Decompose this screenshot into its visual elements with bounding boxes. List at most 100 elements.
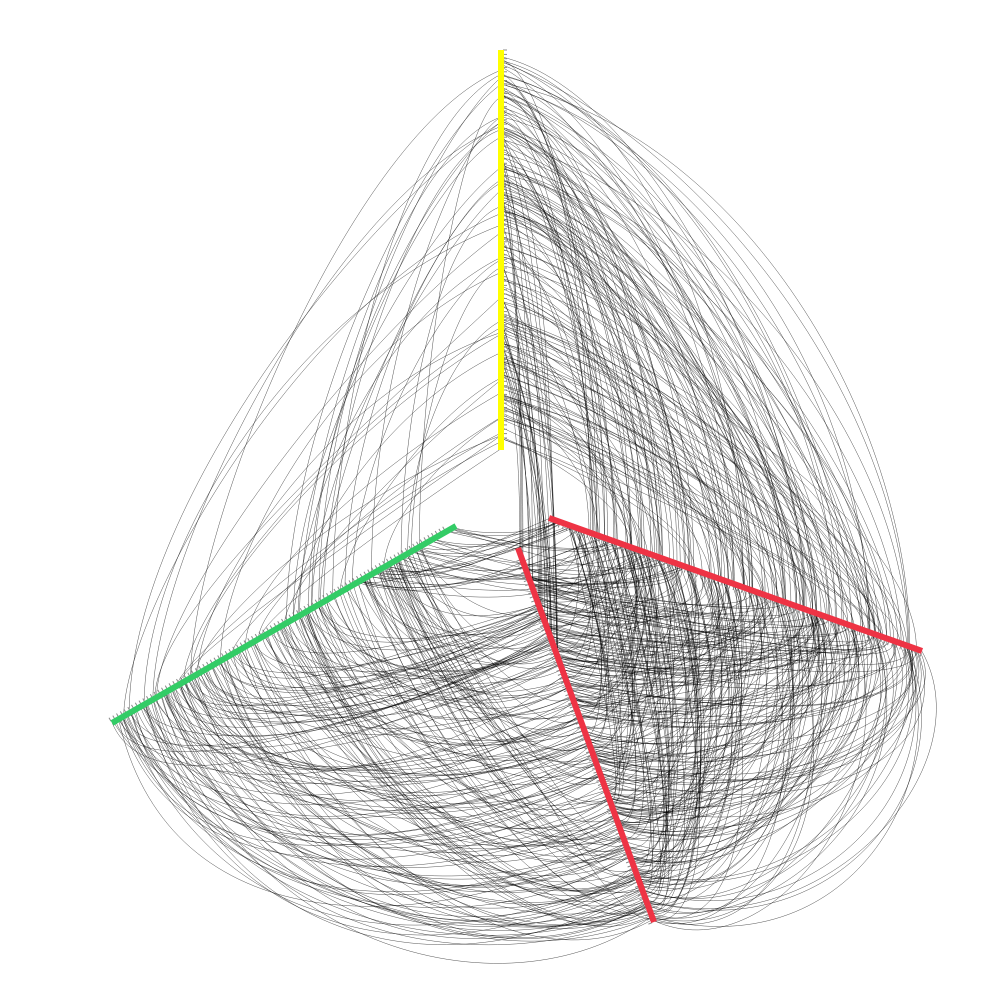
edge-axis-left-axis-right-upper-12 xyxy=(432,538,657,572)
edge-axis-left-axis-right-lower-145 xyxy=(236,651,613,830)
edge-axis-top-axis-right-lower-0 xyxy=(500,297,542,611)
edge-axis-left-axis-right-lower-33 xyxy=(250,643,616,846)
edge-axis-top-axis-left-28 xyxy=(323,129,502,602)
edge-axis-left-axis-right-lower-56 xyxy=(150,700,590,817)
edge-axis-left-axis-right-upper-3 xyxy=(453,521,561,533)
edge-axis-left-axis-right-upper-23 xyxy=(392,561,686,586)
edge-axis-left-axis-right-lower-150 xyxy=(320,603,567,704)
edge-axis-left-axis-right-lower-170 xyxy=(283,624,583,757)
edge-axis-left-axis-right-upper-29 xyxy=(451,528,618,549)
edge-axis-right-upper-axis-right-lower-306 xyxy=(606,629,868,808)
edge-axis-top-axis-left-25 xyxy=(407,320,502,554)
axis-left xyxy=(110,523,458,726)
edge-axis-top-axis-left-31 xyxy=(128,121,502,714)
edge-axis-left-axis-right-upper-21 xyxy=(383,526,575,572)
edge-axis-top-axis-right-upper-61 xyxy=(500,405,648,554)
edge-axis-top-axis-right-upper-18 xyxy=(500,320,876,635)
edge-axis-top-axis-right-upper-40 xyxy=(500,328,863,630)
edge-axis-left-axis-right-lower-176 xyxy=(397,559,631,860)
edge-axis-left-axis-right-lower-87 xyxy=(415,549,573,702)
edge-axis-left-axis-right-lower-0 xyxy=(363,578,543,636)
edge-axis-left-axis-right-upper-0 xyxy=(386,544,625,580)
edge-axis-left-axis-right-lower-119 xyxy=(178,684,580,771)
edge-axis-top-axis-right-upper-101 xyxy=(500,164,830,619)
edge-axis-top-axis-right-lower-1 xyxy=(500,261,543,615)
edge-axis-right-upper-axis-right-lower-26 xyxy=(609,539,667,874)
edge-axis-top-axis-left-36 xyxy=(179,435,502,685)
edge-axis-top-axis-right-upper-82 xyxy=(500,296,744,588)
edge-axis-left-axis-right-lower-124 xyxy=(142,641,553,737)
edge-axis-right-upper-axis-right-lower-152 xyxy=(646,552,700,921)
edge-axis-left-axis-right-lower-113 xyxy=(395,560,637,878)
edge-axis-left-axis-right-upper-17 xyxy=(376,526,574,576)
edge-axis-top-axis-right-upper-13 xyxy=(500,181,685,567)
edge-axis-top-axis-right-upper-155 xyxy=(500,287,801,608)
edge-axis-top-axis-right-upper-50 xyxy=(500,61,813,613)
edge-axis-right-upper-axis-right-lower-282 xyxy=(601,536,633,791)
edge-axis-top-axis-right-lower-21 xyxy=(500,168,524,562)
edge-axis-top-axis-left-27 xyxy=(245,392,502,647)
edge-axis-left-axis-right-lower-217 xyxy=(118,719,626,907)
edge-axis-top-axis-right-upper-139 xyxy=(500,106,655,556)
edge-axis-top-axis-right-upper-33 xyxy=(500,167,798,607)
edge-axis-left-axis-right-lower-163 xyxy=(317,604,542,639)
edge-axis-top-axis-right-upper-55 xyxy=(500,180,754,591)
edge-axis-top-axis-right-lower-17 xyxy=(500,155,533,588)
edge-axis-right-upper-axis-right-lower-162 xyxy=(605,624,857,802)
edge-axis-top-axis-left-18 xyxy=(320,179,502,604)
edge-axis-top-axis-left-38 xyxy=(176,432,502,686)
edge-axis-top-axis-right-upper-124 xyxy=(500,418,882,637)
edge-axis-top-axis-right-upper-38 xyxy=(500,179,888,639)
edge-axis-top-axis-left-34 xyxy=(371,116,502,575)
edge-axis-right-upper-axis-right-lower-274 xyxy=(533,591,874,643)
edge-axis-top-axis-right-lower-8 xyxy=(500,344,552,641)
edge-axis-top-axis-right-upper-152 xyxy=(500,218,681,565)
edge-axis-left-axis-right-lower-27 xyxy=(310,609,627,856)
edge-axis-right-upper-axis-right-lower-257 xyxy=(614,633,877,821)
edge-axis-top-axis-left-11 xyxy=(308,136,502,611)
edge-axis-top-axis-right-upper-112 xyxy=(500,131,686,567)
edge-axis-right-upper-axis-right-lower-36 xyxy=(611,603,800,814)
edge-axis-right-upper-axis-right-lower-296 xyxy=(624,633,884,853)
edge-axis-right-upper-axis-right-lower-291 xyxy=(646,575,741,905)
edge-axis-top-axis-right-upper-28 xyxy=(500,356,745,588)
edge-axis-right-upper-axis-right-lower-219 xyxy=(652,601,814,922)
edge-axis-left-axis-right-lower-199 xyxy=(232,653,594,793)
edge-axis-top-axis-right-upper-119 xyxy=(500,285,826,617)
edge-axis-left-axis-right-lower-71 xyxy=(129,712,601,840)
edge-layer xyxy=(111,56,937,964)
edge-axis-right-upper-axis-right-lower-50 xyxy=(575,546,637,707)
edge-axis-left-axis-right-lower-172 xyxy=(184,643,553,724)
edge-axis-top-axis-right-upper-36 xyxy=(500,59,598,536)
node-tick-axis-left-89 xyxy=(108,717,112,722)
edge-axis-top-axis-right-upper-159 xyxy=(500,236,813,612)
edge-axis-top-axis-right-lower-15 xyxy=(500,295,540,608)
edge-axis-left-axis-right-upper-1 xyxy=(418,547,684,585)
edge-axis-top-axis-right-upper-143 xyxy=(500,214,729,582)
edge-axis-top-axis-left-2 xyxy=(292,167,502,620)
edge-axis-top-axis-left-13 xyxy=(152,126,502,700)
edge-axis-left-axis-right-lower-5 xyxy=(378,570,543,635)
edge-axis-top-axis-left-5 xyxy=(260,448,502,639)
axis-right-lower xyxy=(515,546,657,924)
edge-axis-right-upper-axis-right-lower-250 xyxy=(528,577,849,636)
edge-axis-top-axis-right-upper-87 xyxy=(500,194,753,591)
edge-axis-left-axis-right-lower-128 xyxy=(308,610,628,862)
edge-axis-left-axis-right-lower-202 xyxy=(301,614,609,806)
edge-axis-top-axis-right-upper-78 xyxy=(500,167,898,643)
edge-axis-top-axis-right-upper-47 xyxy=(500,191,796,606)
edge-axis-left-axis-right-lower-196 xyxy=(219,661,599,809)
edge-axis-top-axis-left-14 xyxy=(220,272,502,661)
edge-axis-top-axis-right-upper-17 xyxy=(500,407,901,644)
edge-axis-top-axis-left-20 xyxy=(311,121,502,609)
edge-axis-left-axis-right-upper-32 xyxy=(411,551,687,585)
edge-axis-right-upper-axis-right-lower-317 xyxy=(535,595,847,638)
axis-layer xyxy=(110,50,924,924)
edge-axis-left-axis-right-lower-203 xyxy=(142,659,559,749)
edge-axis-left-axis-right-lower-152 xyxy=(385,566,639,884)
edge-axis-left-axis-right-lower-18 xyxy=(271,604,539,654)
edge-axis-right-upper-axis-right-lower-84 xyxy=(572,626,855,720)
edge-axis-right-upper-axis-right-lower-245 xyxy=(608,620,845,806)
edge-axis-top-axis-right-upper-158 xyxy=(500,398,599,536)
edge-axis-top-axis-right-lower-16 xyxy=(500,323,530,579)
